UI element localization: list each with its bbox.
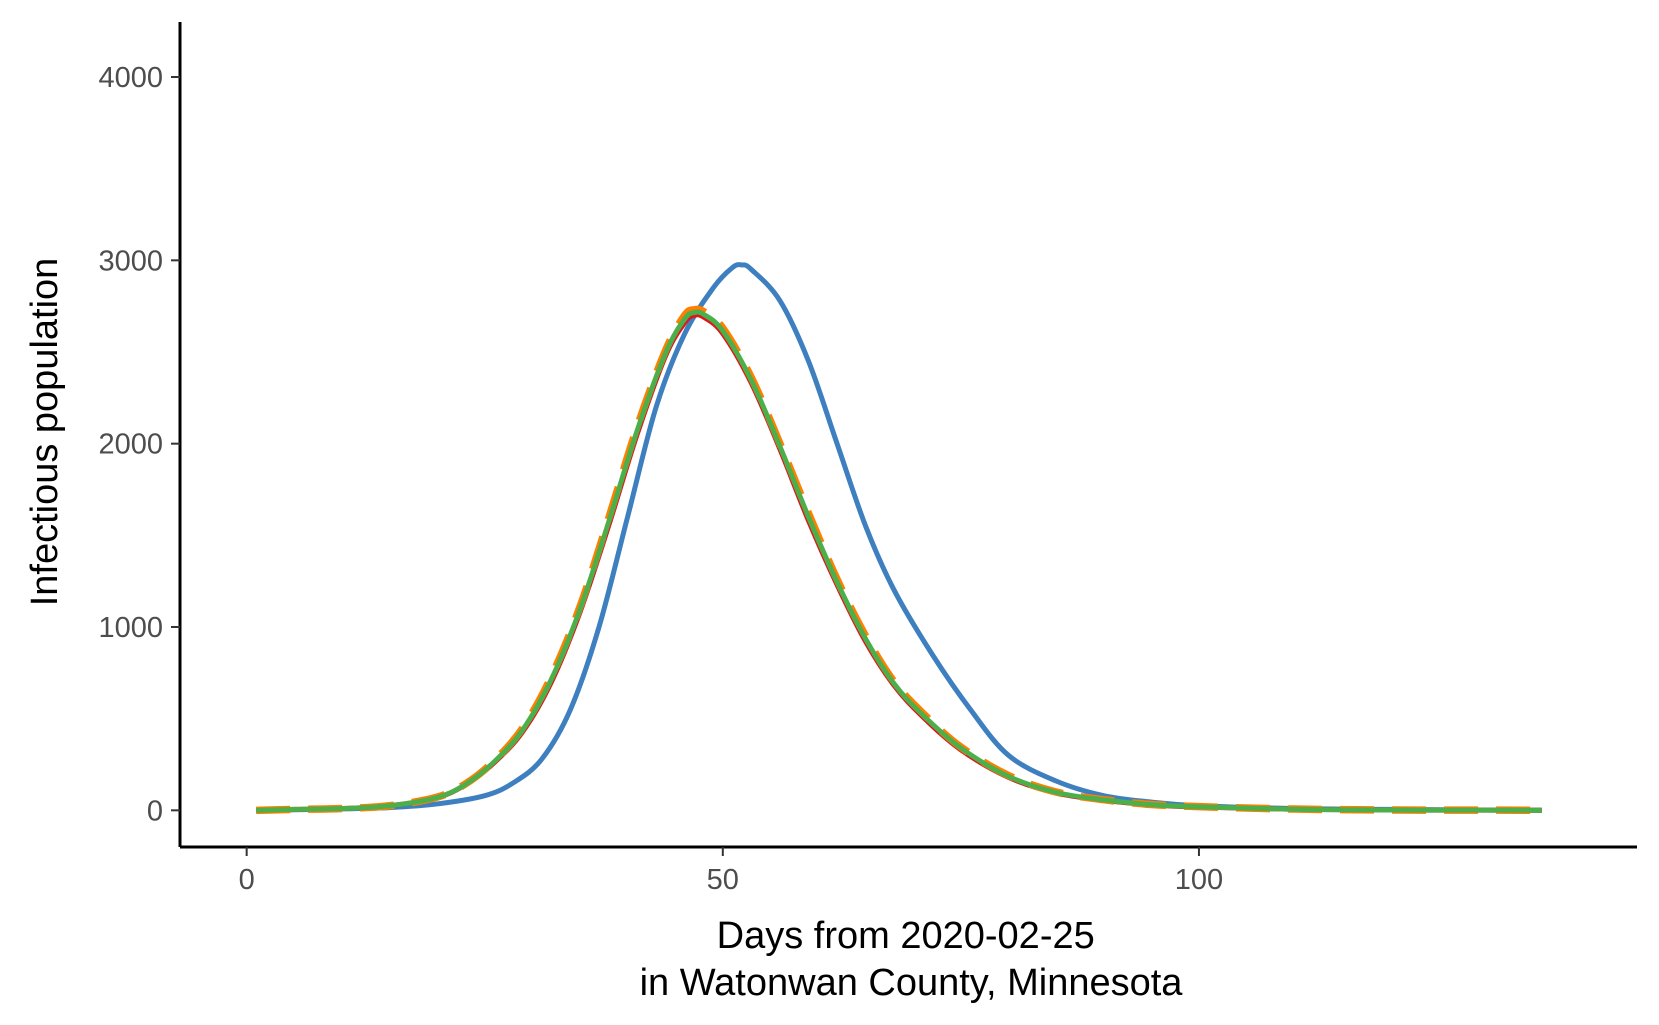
y-tick-label: 3000: [98, 245, 163, 277]
x-axis-title-line-1: Days from 2020-02-25: [717, 915, 1095, 957]
series-line-4: [256, 309, 1542, 813]
series-line-3: [256, 305, 1542, 815]
y-tick-label: 2000: [98, 429, 163, 461]
y-tick-label: 4000: [98, 62, 163, 94]
y-axis-title: Infectious population: [24, 258, 66, 607]
series-layer: [256, 262, 1542, 815]
x-tick-label: 50: [707, 864, 739, 896]
x-axis-title-line-2: in Watonwan County, Minnesota: [640, 962, 1184, 1004]
ticks-layer: 0 1000 2000 3000 4000 0 50 100: [98, 62, 1223, 896]
y-tick-label: 1000: [98, 612, 163, 644]
series-line-1: [256, 262, 1542, 813]
y-tick-label: 0: [147, 795, 163, 827]
x-tick-label: 100: [1175, 864, 1223, 896]
series-line-2: [256, 312, 1542, 813]
axes-layer: [178, 22, 1637, 849]
x-axis-title: Days from 2020-02-25 in Watonwan County,…: [640, 915, 1184, 1004]
x-tick-label: 0: [239, 864, 255, 896]
